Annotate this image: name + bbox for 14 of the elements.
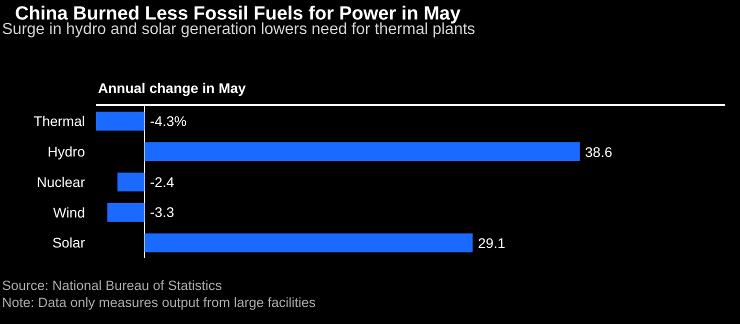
text: Note: Data only measures output from large facilities [2,295,316,310]
y-tick-label: Thermal [34,113,85,130]
data-label: 29.1 [478,235,506,251]
y-tick-label: Solar [52,234,86,251]
data-label: 38.6 [585,144,612,160]
y-tick-label: Nuclear [36,174,86,190]
x-axis-title: Annual change in May [98,80,246,96]
data-label: -4.3% [150,113,187,129]
data-label: -3.3 [150,204,174,220]
y-tick-label: Hydro [48,144,86,160]
y-tick-label: Wind [53,204,85,220]
data-label: -2.4 [150,174,174,190]
chart-subtitle: Surge in hydro and solar generation lowers need for thermal plants [2,21,476,38]
source-note: Source: National Bureau of Statistics [2,278,222,293]
